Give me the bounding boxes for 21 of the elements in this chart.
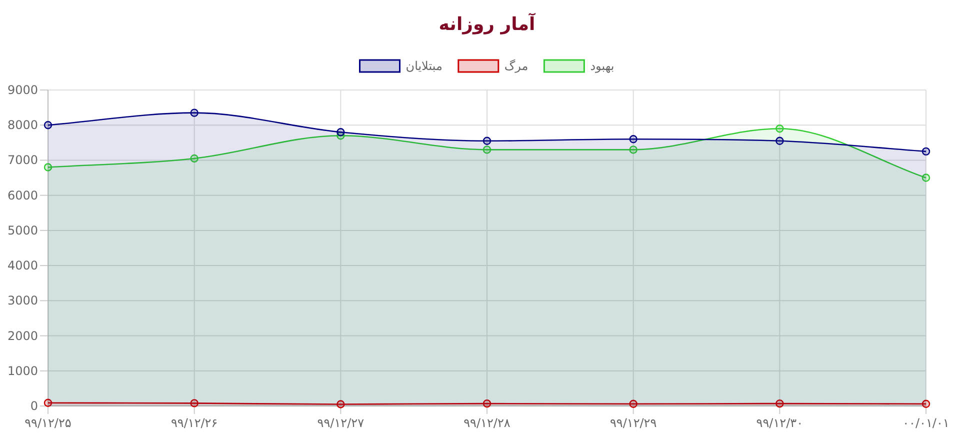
y-tick-label: 4000 — [7, 258, 38, 273]
y-tick-label: 0 — [30, 399, 38, 413]
x-tick-label: ۹۹/۱۲/۲۸ — [464, 416, 511, 430]
legend-label: بهبود — [590, 59, 614, 73]
x-tick-label: ۹۹/۱۲/۳۰ — [756, 416, 804, 430]
y-tick-label: 5000 — [7, 223, 38, 238]
y-tick-label: 8000 — [7, 118, 38, 132]
x-tick-label: ۹۹/۱۲/۲۹ — [610, 416, 657, 430]
x-tick-label: ۰۰/۰۱/۰۱ — [902, 416, 950, 430]
y-tick-label: 7000 — [7, 153, 38, 168]
y-tick-label: 3000 — [7, 294, 38, 308]
x-tick-label: ۹۹/۱۲/۲۷ — [317, 416, 365, 430]
y-tick-label: 9000 — [7, 83, 38, 97]
chart-title: آمار روزانه — [438, 12, 536, 35]
x-tick-label: ۹۹/۱۲/۲۶ — [170, 416, 218, 430]
y-tick-label: 2000 — [7, 328, 38, 343]
x-tick-label: ۹۹/۱۲/۲۵ — [24, 416, 72, 430]
y-tick-label: 6000 — [7, 188, 38, 202]
legend-label: مرگ — [504, 59, 528, 73]
y-tick-label: 1000 — [7, 364, 38, 378]
legend-label: مبتلایان — [406, 59, 442, 73]
